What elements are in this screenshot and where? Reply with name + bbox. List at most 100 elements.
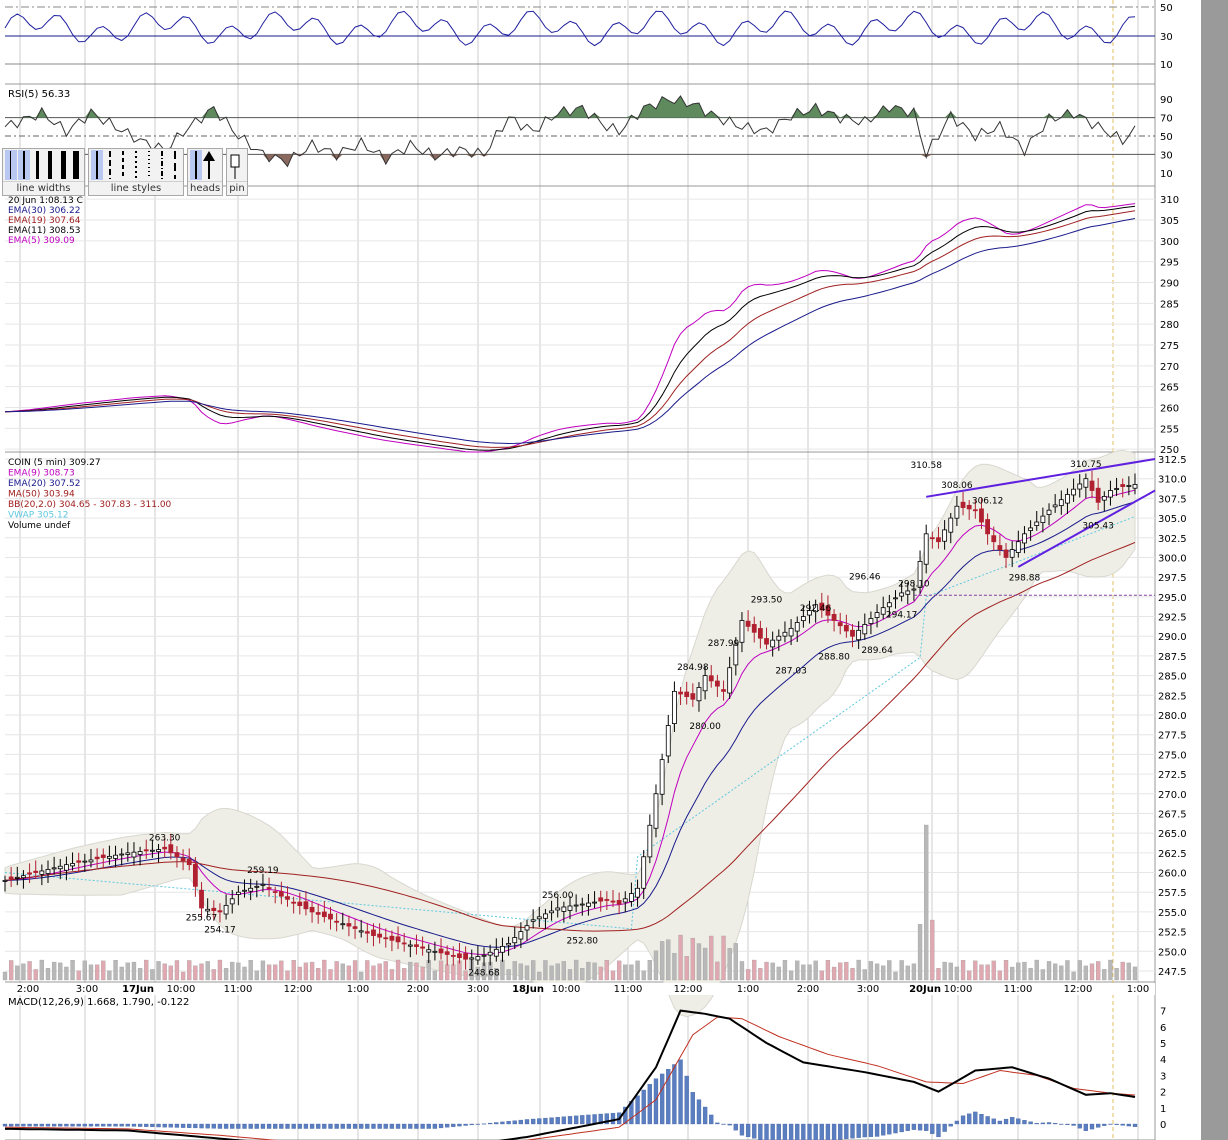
line-width-6-icon[interactable] [70,150,82,180]
macd-histogram-bar [856,1123,861,1138]
line-width-5-icon[interactable] [57,150,69,180]
line-width-2-icon[interactable] [18,150,30,180]
macd-histogram-bar [696,1099,702,1125]
candle-body [291,901,297,904]
volume-bar [328,969,333,981]
macd-histogram-bar [659,1073,665,1125]
candle-body [475,956,481,961]
line-style-dash2-icon[interactable] [117,150,129,180]
candle-body [248,887,254,892]
top-tick-label: 30 [1160,32,1173,43]
volume-bar [512,961,517,981]
candle-body [8,876,14,880]
volume-bar [125,962,130,981]
macd-histogram-bar [58,1123,63,1127]
candle-body [948,517,954,533]
volume-bar [647,960,652,981]
price-tick-label: 277.5 [1158,731,1187,742]
line-width-4-icon[interactable] [44,150,56,180]
candle-body [487,951,493,956]
candle-body [1034,521,1040,526]
volume-bar [144,959,149,981]
price-annotation: 287.99 [708,639,740,649]
line-style-dashdot-icon[interactable] [156,150,168,180]
volume-bar [586,961,591,981]
candle-body [352,926,358,929]
volume-bar [960,960,966,981]
ma50-line [4,541,1136,932]
line-style-dot2-icon[interactable] [143,150,155,180]
line-style-long-icon[interactable] [169,150,181,180]
line-style-solid-icon[interactable] [91,150,103,180]
candle-body [665,725,671,757]
ema-tick-label: 270 [1160,362,1179,373]
price-annotation: 310.58 [910,461,942,471]
volume-bar [285,970,290,981]
price-tick-label: 290.0 [1158,632,1187,643]
volume-bar [537,971,542,981]
candle-body [708,675,714,682]
candle-body [217,910,223,913]
candle-body [450,954,456,957]
candle-body [1028,527,1033,531]
volume-bar [641,970,646,981]
price-tick-label: 280.0 [1158,711,1187,722]
macd-histogram-bar [309,1123,315,1129]
candle-body [917,561,923,588]
volume-bar [297,966,302,981]
candle-body [536,916,542,920]
volume-bar [70,960,75,981]
volume-bar [917,924,923,981]
line-head-none-icon[interactable] [190,150,202,180]
arrow-head-icon[interactable] [203,150,215,180]
volume-bar [94,964,100,981]
candle-body [592,901,597,904]
ema-tick-label: 300 [1160,237,1179,248]
line-width-3-icon[interactable] [31,150,43,180]
macd-histogram-bar [340,1123,345,1129]
macd-histogram-bar [1053,1123,1058,1125]
volume-bar [395,959,401,981]
candle-body [82,860,88,863]
macd-histogram-bar [94,1123,100,1127]
macd-histogram-bar [672,1064,677,1125]
macd-histogram-bar [137,1123,143,1127]
price-legend-entry: COIN (5 min) 309.27 [8,458,101,468]
candle-body [997,545,1003,550]
volume-bar [199,963,204,981]
candle-body [549,910,554,914]
macd-histogram-bar [838,1123,843,1140]
volume-bar [758,968,763,981]
volume-bar [752,959,757,981]
candle-body [610,900,616,903]
time-axis-label: 11:00 [1004,984,1033,995]
candle-body [272,891,278,893]
candle-body [199,889,204,909]
rsi-oversold-fill [5,154,1135,167]
candle-body [653,793,659,829]
candle-body [874,612,880,618]
price-annotation: 248.68 [468,969,500,979]
ema-tick-label: 285 [1160,299,1179,310]
line-width-1-icon[interactable] [5,150,17,180]
candle-body [1040,515,1046,524]
volume-bar [733,943,738,981]
macd-histogram-bar [494,1122,499,1125]
macd-histogram-bar [893,1123,898,1134]
rsi-title: RSI(5) 56.33 [8,89,70,100]
volume-bar [696,943,702,981]
line-style-dot-icon[interactable] [130,150,142,180]
pin-icon[interactable] [229,150,241,180]
volume-bar [1108,959,1113,981]
macd-histogram-bar [488,1122,493,1125]
macd-histogram-bar [242,1123,247,1129]
macd-histogram-bar [1003,1118,1009,1125]
candle-body [739,620,745,643]
volume-bar [463,970,468,981]
candle-body [334,920,340,923]
candle-body [162,846,168,850]
candle-body [358,930,364,933]
line-style-dash-icon[interactable] [104,150,116,180]
price-annotation: 252.80 [567,936,599,946]
macd-histogram-bar [469,1123,474,1126]
